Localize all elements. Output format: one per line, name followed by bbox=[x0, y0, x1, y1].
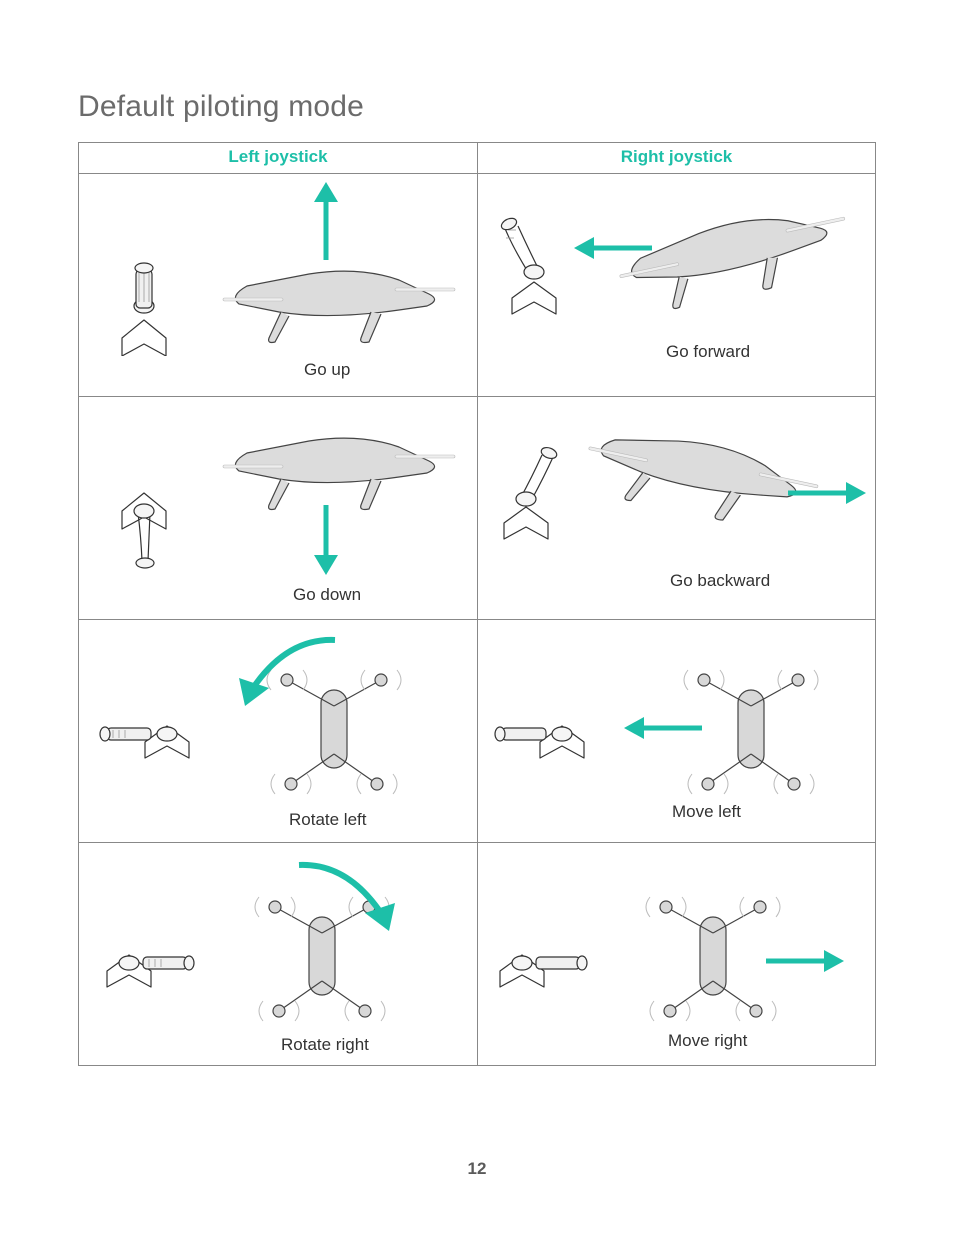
cell-rotate-right: Rotate right bbox=[79, 843, 477, 1065]
arrow-move-left-icon bbox=[624, 714, 702, 742]
grid-row-4: Rotate right bbox=[79, 842, 875, 1065]
label-go-backward: Go backward bbox=[670, 571, 770, 591]
cell-move-right: Move right bbox=[477, 843, 875, 1065]
arrow-up-icon bbox=[311, 182, 341, 260]
joystick-right-icon bbox=[494, 921, 594, 1001]
label-rotate-right: Rotate right bbox=[281, 1035, 369, 1055]
joystick-left-icon bbox=[492, 692, 592, 772]
cell-go-down: Go down bbox=[79, 397, 477, 619]
cell-rotate-left: Rotate left bbox=[79, 620, 477, 842]
page-title: Default piloting mode bbox=[78, 90, 876, 124]
controls-grid: Left joystick Right joystick bbox=[78, 142, 876, 1066]
joystick-left-icon bbox=[97, 692, 197, 772]
label-move-left: Move left bbox=[672, 802, 741, 822]
grid-header-row: Left joystick Right joystick bbox=[79, 143, 875, 173]
joystick-backward-icon bbox=[490, 445, 580, 545]
joystick-forward-icon bbox=[492, 216, 576, 316]
cell-go-up: Go up bbox=[79, 174, 477, 396]
cell-go-forward: Go forward bbox=[477, 174, 875, 396]
cell-move-left: Move left bbox=[477, 620, 875, 842]
grid-row-3: Rotate left bbox=[79, 619, 875, 842]
joystick-down-icon bbox=[105, 465, 183, 569]
label-go-forward: Go forward bbox=[666, 342, 750, 362]
page-number: 12 bbox=[0, 1159, 954, 1179]
arrow-move-right-icon bbox=[766, 947, 844, 975]
arrow-down-icon bbox=[311, 505, 341, 575]
header-right-label: Right joystick bbox=[621, 147, 732, 166]
header-right: Right joystick bbox=[477, 143, 875, 173]
label-move-right: Move right bbox=[668, 1031, 747, 1051]
header-left: Left joystick bbox=[79, 143, 477, 173]
grid-row-2: Go down bbox=[79, 396, 875, 619]
joystick-right-icon bbox=[101, 921, 201, 1001]
drone-side-icon bbox=[219, 246, 459, 356]
label-rotate-left: Rotate left bbox=[289, 810, 367, 830]
drone-side-pitch-back-icon bbox=[574, 413, 834, 543]
rotate-left-arrow-icon bbox=[227, 630, 347, 720]
header-left-label: Left joystick bbox=[228, 147, 327, 166]
cell-go-backward: Go backward bbox=[477, 397, 875, 619]
arrow-backward-icon bbox=[788, 479, 866, 507]
rotate-right-arrow-icon bbox=[287, 855, 407, 945]
label-go-down: Go down bbox=[293, 585, 361, 605]
joystick-up-icon bbox=[107, 246, 181, 356]
grid-row-1: Go up bbox=[79, 173, 875, 396]
label-go-up: Go up bbox=[304, 360, 350, 380]
arrow-forward-icon bbox=[574, 234, 652, 262]
